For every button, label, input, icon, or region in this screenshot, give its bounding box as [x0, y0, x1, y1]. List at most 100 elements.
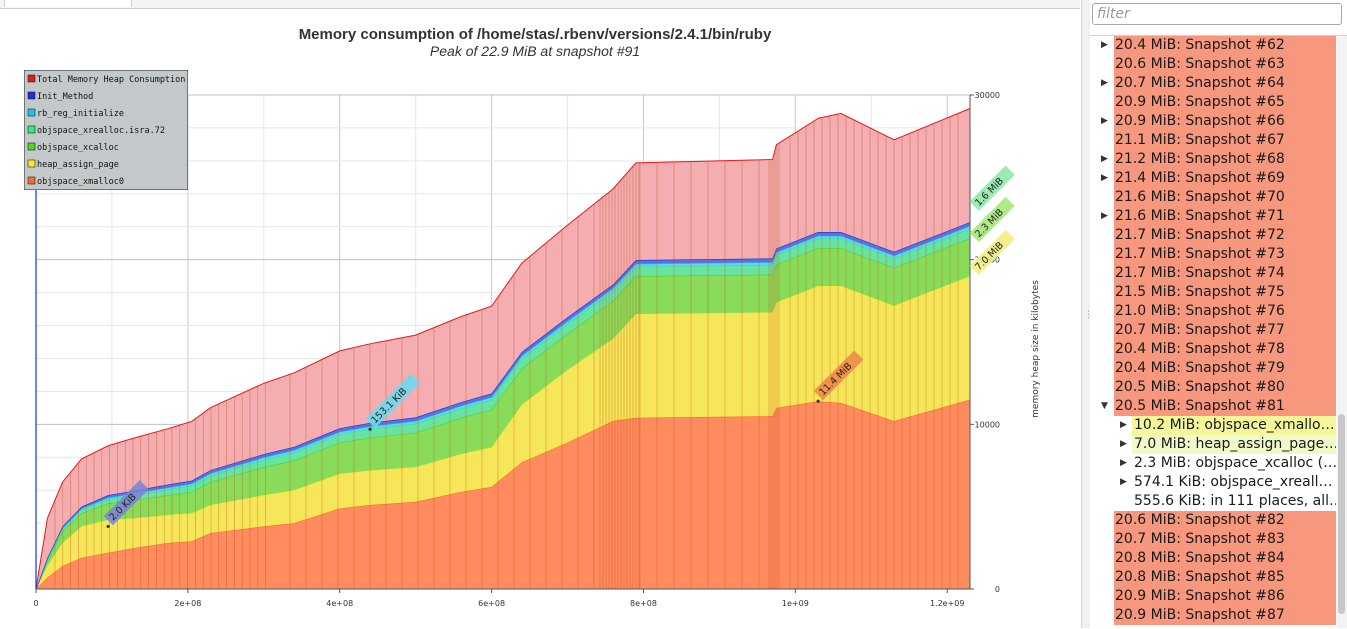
row-label: 2.3 MiB: objspace_xcalloc (…: [1132, 454, 1336, 473]
snapshot-row[interactable]: 20.8 MiB: Snapshot #85: [1090, 568, 1336, 587]
tab-chart[interactable]: [4, 0, 132, 7]
expand-arrow-icon[interactable]: ▶: [1101, 116, 1108, 126]
allocation-row[interactable]: ▶ 7.0 MiB: heap_assign_page…: [1090, 435, 1336, 454]
annotation-point: [368, 427, 372, 431]
series-area-heap-assign-page: [36, 276, 970, 589]
y-axis-label: memory heap size in kilobytes: [1031, 280, 1041, 418]
snapshot-row[interactable]: 20.6 MiB: Snapshot #63: [1090, 55, 1336, 74]
row-label: 21.2 MiB: Snapshot #68: [1114, 150, 1336, 169]
row-label: 20.9 MiB: Snapshot #66: [1114, 112, 1336, 131]
x-tick-label: 1.2e+09: [930, 599, 965, 608]
legend-swatch: [27, 125, 36, 134]
row-label: 20.6 MiB: Snapshot #63: [1114, 55, 1336, 74]
snapshot-row[interactable]: ▶ 21.2 MiB: Snapshot #68: [1090, 150, 1336, 169]
expand-arrow-icon[interactable]: ▶: [1101, 173, 1108, 183]
snapshot-row[interactable]: 20.6 MiB: Snapshot #82: [1090, 511, 1336, 530]
series-area-objspace-xcalloc: [36, 238, 970, 589]
annotation-box: [969, 165, 1015, 211]
row-label: 20.9 MiB: Snapshot #65: [1114, 93, 1336, 112]
tree-scrollbar[interactable]: [1337, 36, 1347, 628]
chart-title: Memory consumption of /home/stas/.rbenv/…: [299, 26, 772, 43]
row-label: 21.7 MiB: Snapshot #74: [1114, 264, 1336, 283]
snapshot-row[interactable]: 21.6 MiB: Snapshot #70: [1090, 188, 1336, 207]
x-tick-label: 4e+08: [326, 599, 353, 608]
snapshot-row[interactable]: 20.4 MiB: Snapshot #79: [1090, 359, 1336, 378]
expand-arrow-icon[interactable]: ▶: [1120, 477, 1127, 487]
snapshot-row[interactable]: 20.5 MiB: Snapshot #80: [1090, 378, 1336, 397]
expand-arrow-icon[interactable]: ▶: [1120, 458, 1127, 468]
series-line-total-memory-heap-consumption: [35, 108, 971, 590]
row-label: 21.7 MiB: Snapshot #72: [1114, 226, 1336, 245]
allocation-row[interactable]: 555.6 KiB: in 111 places, all…: [1090, 492, 1336, 511]
snapshot-row[interactable]: ▶ 20.4 MiB: Snapshot #62: [1090, 36, 1336, 55]
legend-swatch: [27, 108, 36, 117]
snapshot-tree: ▶ 20.4 MiB: Snapshot #62 20.6 MiB: Snapsho…: [1090, 35, 1347, 629]
row-label: 21.7 MiB: Snapshot #73: [1114, 245, 1336, 264]
snapshot-row[interactable]: 20.7 MiB: Snapshot #77: [1090, 321, 1336, 340]
snapshot-row[interactable]: 21.1 MiB: Snapshot #67: [1090, 131, 1336, 150]
snapshot-row[interactable]: 21.7 MiB: Snapshot #73: [1090, 245, 1336, 264]
grip-icon: ⋮: [1084, 310, 1093, 320]
x-tick-label: 2e+08: [174, 599, 201, 608]
row-label: 21.1 MiB: Snapshot #67: [1114, 131, 1336, 150]
snapshot-row[interactable]: 21.7 MiB: Snapshot #74: [1090, 264, 1336, 283]
expand-arrow-icon[interactable]: ▶: [1101, 40, 1108, 50]
row-label: 21.4 MiB: Snapshot #69: [1114, 169, 1336, 188]
legend-swatch: [27, 91, 36, 100]
row-label: 7.0 MiB: heap_assign_page…: [1132, 435, 1336, 454]
series-area-objspace-xmalloc0: [36, 399, 970, 589]
expand-arrow-icon[interactable]: ▶: [1120, 439, 1127, 449]
row-label: 20.4 MiB: Snapshot #62: [1114, 36, 1336, 55]
x-tick-label: 6e+08: [478, 599, 505, 608]
annotation-box: [969, 196, 1015, 243]
snapshot-row[interactable]: ▶ 20.9 MiB: Snapshot #66: [1090, 112, 1336, 131]
expand-arrow-icon[interactable]: ▶: [1101, 78, 1108, 88]
series-line-objspace-xrealloc-isra-72: [35, 228, 971, 590]
snapshot-row[interactable]: ▼ 20.5 MiB: Snapshot #81: [1090, 397, 1336, 416]
snapshot-row[interactable]: 20.9 MiB: Snapshot #65: [1090, 93, 1336, 112]
collapse-arrow-icon[interactable]: ▼: [1101, 401, 1108, 411]
legend: Total Memory Heap Consumption Init_Method…: [24, 70, 188, 190]
annotation-point: [816, 399, 820, 403]
legend-label: rb_reg_initialize: [37, 109, 124, 119]
allocation-row[interactable]: ▶ 2.3 MiB: objspace_xcalloc (…: [1090, 454, 1336, 473]
row-label: 20.8 MiB: Snapshot #84: [1114, 549, 1336, 568]
annotation-box: [103, 480, 149, 526]
snapshot-row[interactable]: 21.7 MiB: Snapshot #72: [1090, 226, 1336, 245]
row-label: 555.6 KiB: in 111 places, all…: [1132, 492, 1336, 511]
annotation-box: [365, 373, 420, 429]
series-area-total-memory-heap-consumption: [36, 108, 970, 589]
row-label: 20.5 MiB: Snapshot #81: [1114, 397, 1336, 416]
x-tick-label: 1e+09: [782, 599, 809, 608]
row-label: 20.9 MiB: Snapshot #86: [1114, 587, 1336, 606]
scrollbar-thumb[interactable]: [1338, 414, 1345, 614]
row-label: 574.1 KiB: objspace_xreall…: [1132, 473, 1336, 492]
expand-arrow-icon[interactable]: ▶: [1101, 211, 1108, 221]
panel-splitter[interactable]: ⋮: [1081, 0, 1093, 628]
row-label: 20.7 MiB: Snapshot #64: [1114, 74, 1336, 93]
snapshot-row[interactable]: 20.9 MiB: Snapshot #86: [1090, 587, 1336, 606]
row-label: 20.4 MiB: Snapshot #79: [1114, 359, 1336, 378]
legend-swatch: [27, 74, 36, 83]
row-label: 10.2 MiB: objspace_xmallo…: [1132, 416, 1336, 435]
legend-label: heap_assign_page: [37, 160, 119, 170]
snapshot-row[interactable]: ▶ 20.7 MiB: Snapshot #64: [1090, 74, 1336, 93]
chart-subtitle: Peak of 22.9 MiB at snapshot #91: [430, 43, 640, 59]
snapshot-row[interactable]: 20.8 MiB: Snapshot #84: [1090, 549, 1336, 568]
filter-input[interactable]: [1092, 3, 1342, 25]
expand-arrow-icon[interactable]: ▶: [1101, 154, 1108, 164]
allocation-row[interactable]: ▶ 574.1 KiB: objspace_xreall…: [1090, 473, 1336, 492]
expand-arrow-icon[interactable]: ▶: [1120, 420, 1127, 430]
snapshot-row[interactable]: 21.5 MiB: Snapshot #75: [1090, 283, 1336, 302]
snapshot-row[interactable]: 20.9 MiB: Snapshot #87: [1090, 606, 1336, 625]
allocation-row[interactable]: ▶ 10.2 MiB: objspace_xmallo…: [1090, 416, 1336, 435]
snapshot-row[interactable]: ▶ 21.6 MiB: Snapshot #71: [1090, 207, 1336, 226]
annotation-point: [106, 524, 110, 529]
snapshot-row[interactable]: 21.0 MiB: Snapshot #76: [1090, 302, 1336, 321]
snapshot-row[interactable]: ▶ 21.4 MiB: Snapshot #69: [1090, 169, 1336, 188]
annotation-box: [813, 350, 864, 401]
snapshot-row[interactable]: 20.4 MiB: Snapshot #78: [1090, 340, 1336, 359]
snapshot-row[interactable]: 20.7 MiB: Snapshot #83: [1090, 530, 1336, 549]
legend-swatch: [27, 142, 36, 151]
tab-strip: [0, 0, 1080, 9]
